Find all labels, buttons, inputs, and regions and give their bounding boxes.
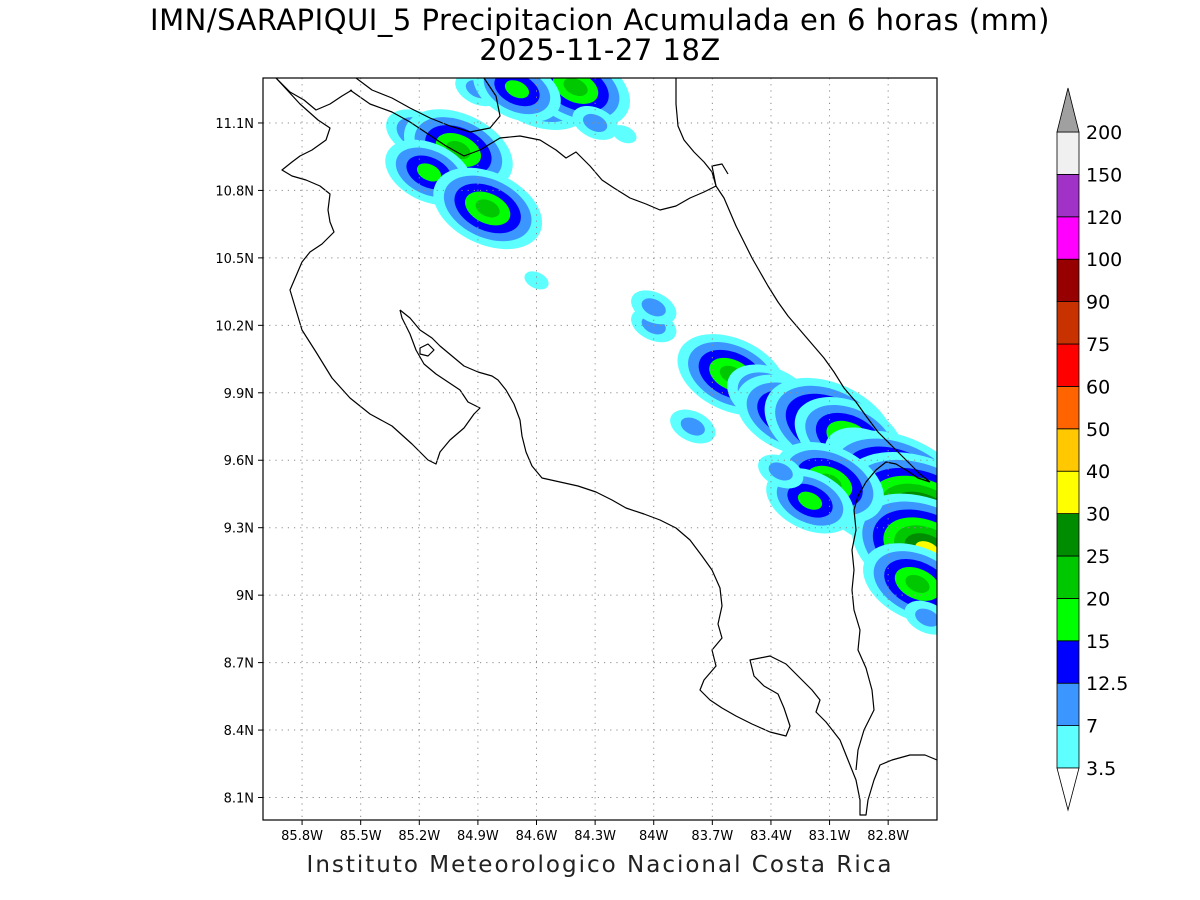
colorbar-swatch [1056,725,1080,769]
colorbar-swatch [1056,555,1080,599]
colorbar-label: 150 [1086,164,1122,186]
lon-tick-label: 83.7W [691,829,733,844]
precip-cell [475,199,500,218]
precipitation-field [385,78,937,635]
lake-shore-north [275,78,501,133]
map-frame [262,77,938,821]
colorbar-swatch [1056,258,1080,303]
lat-tick-label: 9.6N [224,454,254,469]
lat-tick-label: 11.1N [215,117,254,132]
colorbar-swatch [1056,216,1080,260]
map-title: IMN/SARAPIQUI_5 Precipitacion Acumulada … [150,3,1050,37]
colorbar-legend: 3.5 7 12.5 15 20 25 30 40 50 60 75 90 100 120 150 200 [1056,87,1128,812]
precip-cell [563,78,588,97]
precip-cell [641,298,666,317]
precip-cell [905,574,930,593]
nicoya-gulf-shore [399,309,937,816]
precip-cell [583,113,608,133]
lon-tick-label: 85.5W [340,829,382,844]
lon-tick-label: 84W [639,829,669,844]
colorbar-under-arrow [1056,767,1080,812]
latitude-axis: 11.1N 10.8N 10.5N 10.2N 9.9N 9.6N 9.3N 9N 8.7N 8.… [215,117,263,807]
lon-tick-label: 85.8W [281,829,323,844]
lat-tick-label: 9.3N [224,522,254,537]
colorbar-swatch [1056,131,1080,175]
map-timestamp: 2025-11-27 18Z [479,33,721,67]
lon-tick-label: 84.3W [574,829,616,844]
colorbar-label: 75 [1086,334,1110,356]
nicaragua-costarica-border [349,89,729,211]
precip-cell [504,80,530,99]
lon-tick-label: 85.2W [398,829,440,844]
precip-cell [915,608,937,627]
institution-footer: Instituto Meteorologico Nacional Costa R… [306,852,894,878]
colorbar-label: 15 [1086,631,1110,653]
colorbar-label: 30 [1086,504,1110,526]
lat-tick-label: 10.5N [215,252,254,267]
lat-tick-label: 9.9N [224,387,254,402]
caribbean-coast [675,78,931,483]
lon-tick-label: 84.9W [457,829,499,844]
colorbar-label: 100 [1086,249,1122,271]
precip-cell [797,491,823,510]
precip-cell [416,163,442,182]
lat-tick-label: 8.4N [224,724,254,739]
colorbar-label: 12.5 [1086,673,1128,695]
colorbar-label: 60 [1086,376,1110,398]
precip-cell [524,271,549,290]
lat-tick-label: 9N [236,589,254,604]
precip-cell [612,125,637,144]
lon-tick-label: 83.4W [750,829,792,844]
colorbar-swatch [1056,343,1080,387]
lat-tick-label: 8.1N [224,792,254,807]
colorbar-over-arrow [1056,87,1080,133]
lon-tick-label: 83.1W [809,829,851,844]
lon-tick-label: 82.8W [867,829,909,844]
colorbar-label: 20 [1086,588,1110,610]
colorbar-label: 50 [1086,419,1110,441]
precip-cell [680,417,705,436]
colorbar-swatch [1056,513,1080,557]
colorbar-swatch [1056,640,1080,684]
colorbar-swatch [1056,173,1080,218]
precip-cell [768,462,793,481]
longitude-axis: 85.8W 85.5W 85.2W 84.9W 84.6W 84.3W 84W 83.7W 83… [281,820,909,844]
coastline-borders [275,78,937,816]
colorbar-swatch [1056,301,1080,345]
costarica-panama-border [851,461,931,771]
colorbar-swatch [1056,470,1080,515]
lat-lon-grid [263,78,937,820]
colorbar-swatch [1056,428,1080,472]
golfo-dulce-islet [419,343,435,357]
lake-nicaragua-shore [275,78,481,465]
colorbar-swatch [1056,682,1080,727]
lat-tick-label: 8.7N [224,657,254,672]
lat-tick-label: 10.2N [215,319,254,334]
colorbar-swatch [1056,385,1080,430]
colorbar-label: 40 [1086,461,1110,483]
colorbar-swatch [1056,598,1080,642]
colorbar-label: 200 [1086,122,1122,144]
lat-tick-label: 10.8N [215,184,254,199]
colorbar-label: 7 [1086,716,1098,738]
colorbar-label: 120 [1086,207,1122,229]
lon-tick-label: 84.6W [516,829,558,844]
colorbar-label: 25 [1086,546,1110,568]
colorbar-label: 90 [1086,292,1110,314]
colorbar-label: 3.5 [1086,758,1116,780]
